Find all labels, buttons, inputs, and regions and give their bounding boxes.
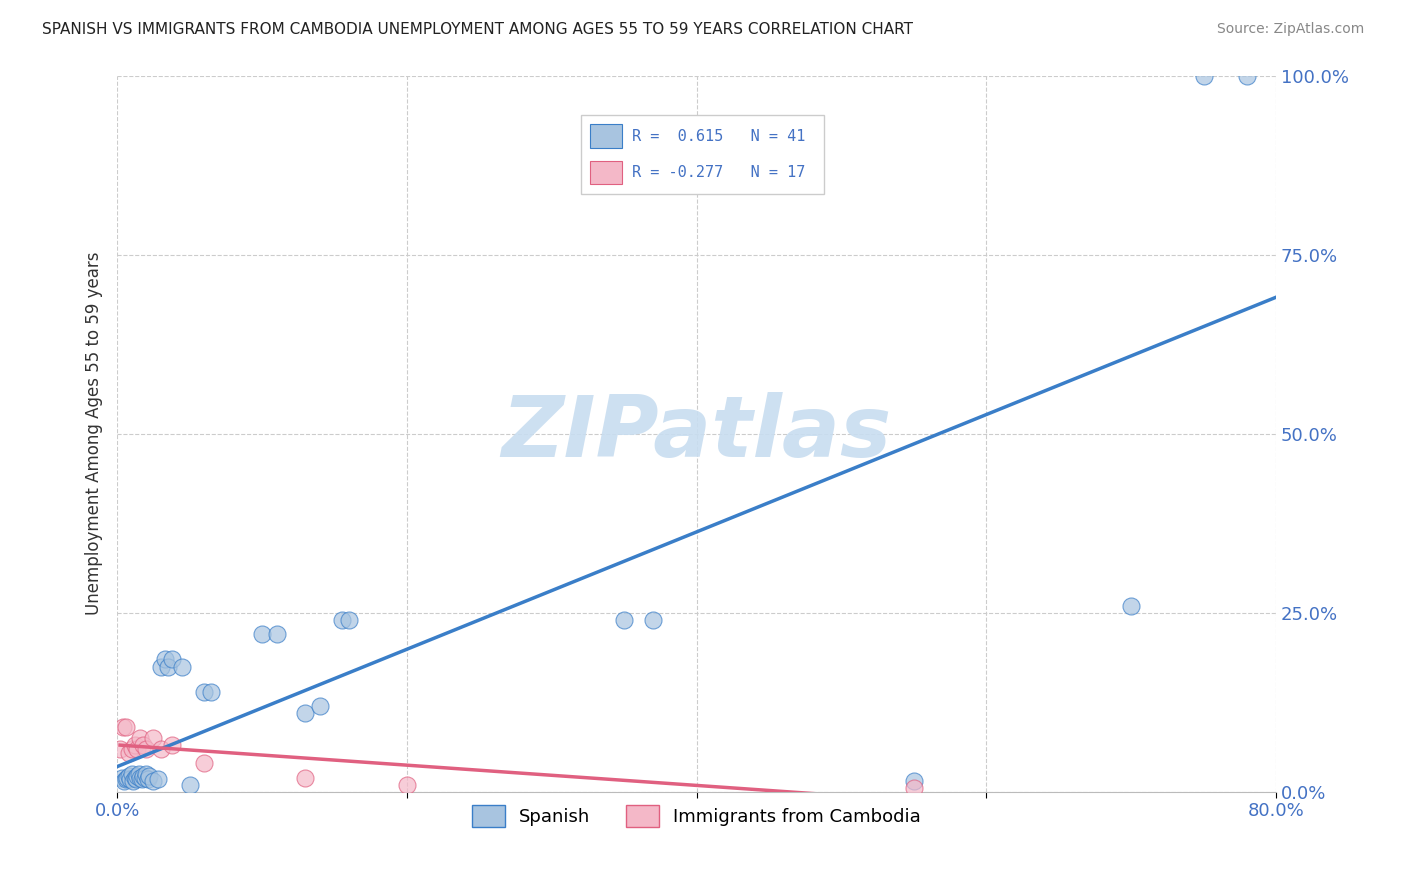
Point bbox=[114, 774, 136, 789]
Point bbox=[266, 627, 288, 641]
Point bbox=[1192, 69, 1215, 83]
Point bbox=[172, 659, 194, 673]
Point bbox=[153, 652, 176, 666]
Point bbox=[193, 756, 215, 771]
Point bbox=[111, 721, 134, 735]
Point bbox=[179, 778, 201, 792]
Point bbox=[160, 652, 183, 666]
Point bbox=[613, 613, 636, 627]
Point bbox=[193, 684, 215, 698]
Point bbox=[129, 731, 152, 746]
Point bbox=[149, 659, 172, 673]
Point bbox=[1236, 69, 1258, 83]
Point bbox=[118, 769, 141, 783]
Point bbox=[156, 659, 179, 673]
Point bbox=[250, 627, 273, 641]
Point bbox=[135, 767, 157, 781]
Point bbox=[294, 706, 316, 721]
Point bbox=[136, 772, 159, 786]
Point bbox=[108, 742, 131, 756]
Text: Source: ZipAtlas.com: Source: ZipAtlas.com bbox=[1216, 22, 1364, 37]
Point bbox=[330, 613, 353, 627]
Text: SPANISH VS IMMIGRANTS FROM CAMBODIA UNEMPLOYMENT AMONG AGES 55 TO 59 YEARS CORRE: SPANISH VS IMMIGRANTS FROM CAMBODIA UNEM… bbox=[42, 22, 912, 37]
Point bbox=[121, 742, 143, 756]
Point bbox=[127, 769, 149, 783]
Point bbox=[134, 771, 156, 785]
Legend: Spanish, Immigrants from Cambodia: Spanish, Immigrants from Cambodia bbox=[465, 798, 928, 835]
Text: ZIPatlas: ZIPatlas bbox=[502, 392, 891, 475]
Point bbox=[132, 769, 155, 783]
Point bbox=[395, 778, 418, 792]
Point bbox=[294, 771, 316, 785]
Point bbox=[117, 771, 139, 785]
Point bbox=[131, 772, 153, 786]
Point bbox=[124, 771, 146, 785]
Point bbox=[200, 684, 222, 698]
Point bbox=[124, 739, 146, 753]
Point bbox=[903, 774, 925, 789]
Point bbox=[118, 746, 141, 760]
Point bbox=[121, 767, 143, 781]
Point bbox=[149, 742, 172, 756]
Point bbox=[132, 739, 155, 753]
Point bbox=[138, 769, 160, 783]
Point bbox=[135, 742, 157, 756]
Point bbox=[337, 613, 360, 627]
Point bbox=[127, 742, 149, 756]
Y-axis label: Unemployment Among Ages 55 to 59 years: Unemployment Among Ages 55 to 59 years bbox=[86, 252, 103, 615]
Point bbox=[142, 774, 165, 789]
Point bbox=[142, 731, 165, 746]
Point bbox=[125, 772, 148, 786]
Point bbox=[146, 772, 169, 786]
Point bbox=[122, 774, 145, 789]
Point bbox=[115, 721, 138, 735]
Point bbox=[115, 772, 138, 786]
Point bbox=[110, 771, 132, 785]
Point bbox=[1119, 599, 1142, 613]
Point bbox=[903, 781, 925, 796]
Point bbox=[160, 739, 183, 753]
Point bbox=[129, 771, 152, 785]
Point bbox=[128, 767, 150, 781]
Point bbox=[643, 613, 665, 627]
Point bbox=[120, 772, 142, 786]
Point bbox=[309, 698, 332, 713]
